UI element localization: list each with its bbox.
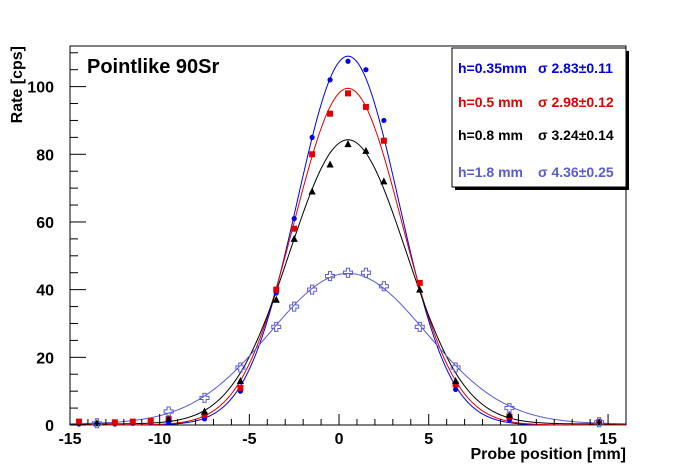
- data-point: [343, 267, 353, 278]
- x-tick-label: -15: [58, 431, 81, 448]
- data-point: [594, 417, 605, 428]
- data-point: [163, 406, 174, 417]
- data-point: [326, 160, 334, 168]
- data-point: [325, 271, 336, 282]
- data-point: [129, 418, 136, 425]
- data-point: [414, 321, 425, 332]
- y-tick-label: 20: [36, 350, 54, 367]
- y-tick-label: 60: [36, 215, 54, 232]
- fit-curve: [70, 139, 626, 425]
- data-point: [362, 146, 370, 154]
- data-point: [289, 301, 300, 312]
- y-tick-label: 0: [45, 418, 54, 435]
- data-point: [344, 140, 352, 148]
- legend-box: [451, 47, 627, 188]
- data-point: [291, 225, 298, 232]
- data-point: [327, 110, 334, 117]
- data-point: [147, 417, 154, 424]
- x-tick-label: 10: [509, 431, 527, 448]
- fit-curve: [69, 272, 627, 425]
- data-point: [345, 90, 351, 97]
- data-point: [199, 392, 210, 403]
- y-axis-ticks: 0 20 40 60 80 100: [27, 52, 86, 435]
- legend-series-name: h=0.8 mm: [458, 127, 523, 143]
- chart-title: Pointlike 90Sr: [87, 56, 219, 78]
- y-tick-label: 100: [27, 80, 54, 97]
- data-point: [360, 267, 371, 278]
- data-point: [272, 295, 280, 303]
- data-point: [165, 414, 173, 422]
- data-point: [111, 419, 118, 426]
- data-point: [201, 411, 208, 418]
- x-axis-ticks: -15 -10 -5 0 5 10 15: [58, 414, 627, 448]
- x-axis-label: Probe position [mm]: [470, 446, 626, 463]
- data-point: [504, 403, 515, 414]
- data-markers: [75, 58, 605, 429]
- y-axis-label: Rate [cps]: [9, 46, 26, 123]
- y-tick-label: 80: [36, 147, 54, 164]
- data-point: [236, 377, 244, 385]
- data-point: [453, 386, 459, 393]
- data-point: [378, 281, 389, 292]
- data-point: [381, 117, 387, 124]
- x-tick-label: 5: [424, 431, 433, 448]
- data-point: [452, 381, 459, 388]
- x-tick-label: 0: [335, 431, 344, 448]
- legend-sigma-label: σ 4.36±0.25: [538, 164, 614, 180]
- data-point: [235, 362, 246, 373]
- data-point: [237, 384, 244, 391]
- data-point: [273, 286, 280, 293]
- legend-entries: h=0.35mm σ 2.83±0.11 h=0.5 mm σ 2.98±0.12 h=…: [458, 60, 614, 180]
- data-point: [416, 279, 423, 286]
- data-point: [416, 285, 424, 293]
- legend-sigma-label: σ 2.98±0.12: [538, 94, 614, 110]
- data-point: [380, 177, 388, 185]
- data-point: [505, 410, 514, 418]
- legend-series-name: h=1.8 mm: [458, 164, 523, 180]
- x-tick-label: 15: [599, 431, 617, 448]
- x-tick-label: -10: [148, 431, 171, 448]
- data-point: [362, 103, 369, 110]
- data-point: [91, 418, 102, 429]
- y-tick-label: 40: [36, 283, 54, 300]
- legend-series-name: h=0.35mm: [458, 60, 527, 76]
- data-point: [363, 67, 369, 73]
- legend-sigma-label: σ 2.83±0.11: [538, 60, 613, 76]
- data-point: [200, 407, 209, 415]
- fit-curve: [70, 87, 626, 426]
- data-point: [327, 77, 333, 83]
- legend-series-name: h=0.5 mm: [458, 94, 523, 110]
- legend-sigma-label: σ 3.24±0.14: [538, 127, 614, 143]
- data-point: [452, 377, 460, 385]
- data-point: [309, 151, 316, 158]
- data-point: [307, 284, 318, 295]
- data-point: [290, 234, 298, 242]
- legend: h=0.35mm σ 2.83±0.11 h=0.5 mm σ 2.98±0.12 h=…: [451, 47, 629, 190]
- data-point: [291, 215, 297, 222]
- fit-curves: [69, 55, 627, 426]
- data-point: [345, 58, 351, 64]
- data-point: [380, 137, 387, 144]
- data-point: [450, 362, 461, 373]
- data-point: [309, 134, 315, 140]
- x-tick-label: -5: [242, 431, 256, 448]
- data-point: [271, 321, 282, 332]
- data-point: [75, 418, 82, 425]
- data-point: [308, 187, 316, 195]
